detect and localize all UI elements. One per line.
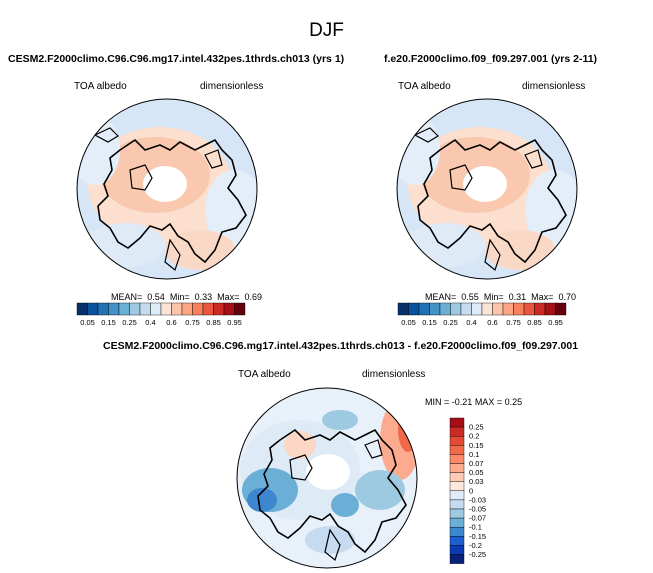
difference-colorbar-box [449,490,465,501]
model-colorbar-tick-label: 0.75 [185,318,200,327]
difference-colorbar-box [449,454,465,464]
difference-colorbar-box [449,417,465,428]
model-colorbar-tick-label: 0.05 [80,318,95,327]
figure-title: DJF [309,20,344,41]
model-max-value: 0.69 [244,292,262,302]
difference-colorbar-box [449,499,465,510]
difference-colorbar-tick-label: -0.07 [469,514,486,523]
model-colorbar-tick-label: 0.85 [206,318,221,327]
difference-panel-title: CESM2.F2000climo.C96.C96.mg17.intel.432p… [103,340,579,352]
difference-colorbar-tick-label: -0.25 [469,550,486,559]
difference-colorbar-tick-label: -0.05 [469,505,486,514]
difference-colorbar-box [449,472,465,482]
reference-min-value: 0.31 [508,292,527,302]
reference-colorbar-tick-label: 0.85 [527,318,542,327]
reference-colorbar: 0.05 0.15 0.25 0.4 0.6 0.75 0.85 0.95 [397,302,567,327]
model-colorbar-tick-label: 0.6 [166,318,176,327]
difference-min-label: MIN = [425,397,450,407]
reference-max-label: Max= [531,292,554,302]
difference-colorbar-box [449,545,465,555]
model-colorbar-tick-label: 0.15 [101,318,116,327]
difference-colorbar-box [449,445,465,455]
difference-colorbar-tick-label: 0.03 [469,477,484,486]
difference-colorbar-box [449,517,465,528]
reference-colorbar-tick-label: 0.75 [506,318,521,327]
model-colorbar: 0.05 0.15 0.25 0.4 0.6 0.75 0.85 0.95 [76,302,246,327]
reference-colorbar-tick-label: 0.4 [466,318,476,327]
difference-colorbar-tick-label: 0.07 [469,459,484,468]
difference-colorbar-tick-label: -0.1 [469,523,482,532]
difference-colorbar-box [449,481,465,492]
reference-colorbar-tick-label: 0.15 [422,318,437,327]
model-colorbar-tick-label: 0.4 [145,318,155,327]
reference-stats: MEAN= 0.55 Min= 0.31 Max= 0.70 [425,292,576,302]
difference-colorbar-box [449,554,465,564]
difference-colorbar-tick-label: 0.05 [469,468,484,477]
model-units-label: dimensionless [200,81,264,92]
difference-colorbar-box [449,536,465,546]
model-panel-title: CESM2.F2000climo.C96.C96.mg17.intel.432p… [8,53,345,65]
reference-variable-label: TOA albedo [398,81,451,92]
difference-colorbar-tick-label: -0.03 [469,495,486,504]
difference-colorbar-tick-label: 0.2 [469,432,479,441]
difference-colorbar-box [449,526,465,537]
model-min-label: Min= [169,292,190,302]
model-colorbar-tick-label: 0.95 [227,318,242,327]
model-stats: MEAN= 0.54 Min= 0.33 Max= 0.69 [111,292,262,302]
reference-colorbar-tick-label: 0.25 [443,318,458,327]
difference-stats: MIN = -0.21 MAX = 0.25 [425,397,522,407]
model-colorbar-box [234,302,246,316]
difference-colorbar-tick-label: -0.2 [469,541,482,550]
difference-max-label: MAX = [474,397,503,407]
difference-max-value: 0.25 [504,397,523,407]
difference-colorbar-tick-label: 0.1 [469,450,479,459]
reference-panel-title: f.e20.F2000climo.f09_f09.297.001 (yrs 2-… [384,53,598,65]
difference-field-layer [237,388,417,568]
difference-colorbar-tick-label: 0.15 [469,441,484,450]
difference-colorbar-tick-label: -0.15 [469,532,486,541]
difference-colorbar-box [449,426,465,437]
reference-colorbar-box [555,302,567,316]
reference-colorbar-tick-label: 0.05 [401,318,416,327]
model-colorbar-tick-label: 0.25 [122,318,137,327]
model-min-value: 0.33 [194,292,213,302]
difference-variable-label: TOA albedo [238,369,291,380]
difference-colorbar-box [449,436,465,446]
reference-mean-value: 0.55 [461,292,479,302]
reference-max-value: 0.70 [558,292,576,302]
difference-units-label: dimensionless [362,369,426,380]
difference-colorbar-box [449,463,465,473]
model-variable-label: TOA albedo [74,81,127,92]
reference-colorbar-tick-label: 0.6 [487,318,497,327]
reference-mean-label: MEAN= [425,292,457,302]
difference-colorbar-tick-label: 0 [469,486,473,495]
reference-units-label: dimensionless [522,81,586,92]
model-max-label: Max= [217,292,240,302]
difference-colorbar-box [449,508,465,519]
reference-colorbar-tick-label: 0.95 [548,318,563,327]
model-mean-value: 0.54 [147,292,165,302]
difference-colorbar-tick-label: 0.25 [469,423,484,432]
difference-min-value: -0.21 [451,397,473,407]
model-mean-label: MEAN= [111,292,143,302]
difference-colorbar: 0.250.20.150.10.070.050.030-0.03-0.05-0.… [449,417,486,564]
reference-min-label: Min= [483,292,504,302]
